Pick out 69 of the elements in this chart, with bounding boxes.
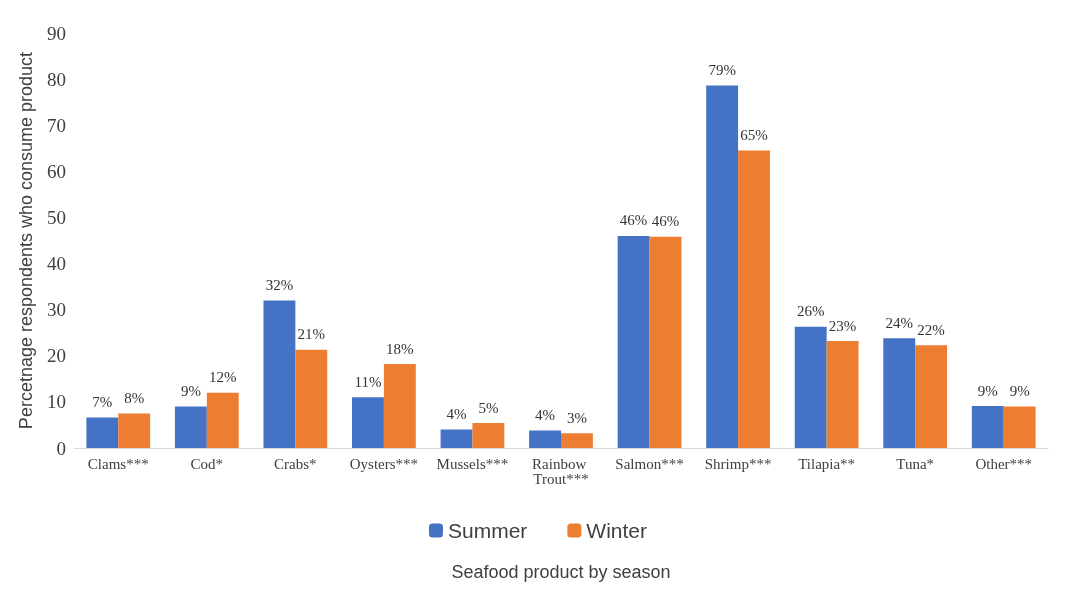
y-tick-label: 80	[47, 68, 66, 90]
bar	[472, 423, 505, 448]
data-label: 46%	[651, 213, 680, 230]
bar	[883, 338, 916, 448]
x-tick-label: Other***	[975, 455, 1033, 472]
bar	[118, 413, 151, 448]
data-label: 46%	[619, 212, 648, 229]
bar	[86, 417, 119, 448]
data-label: 79%	[708, 62, 736, 79]
y-tick-label: 0	[56, 437, 66, 459]
bar	[295, 349, 328, 448]
x-tick-label: Mussels***	[436, 455, 509, 472]
x-tick-label: Cod*	[190, 455, 224, 472]
data-label: 32%	[265, 276, 294, 293]
x-tick-label: Crabs*	[274, 455, 317, 472]
data-label: 3%	[566, 409, 587, 426]
bar	[352, 397, 384, 448]
bar	[706, 85, 739, 448]
data-label: 22%	[917, 321, 945, 338]
data-label: 65%	[740, 127, 768, 144]
x-tick-label: Rainbow Trout***	[532, 455, 590, 487]
y-tick-label: 10	[47, 391, 66, 413]
bar	[826, 341, 859, 448]
bar	[794, 326, 827, 448]
bar	[915, 345, 948, 448]
x-tick-label: Shrimp***	[704, 455, 772, 472]
data-label: 9%	[180, 383, 201, 399]
bar	[649, 236, 682, 448]
data-label: 4%	[446, 406, 467, 423]
data-label: 11%	[354, 373, 382, 390]
bar	[174, 406, 207, 448]
bar	[529, 430, 561, 448]
y-tick-label: 90	[47, 22, 66, 44]
x-tick-label: Salmon***	[615, 455, 684, 472]
data-label: 9%	[1009, 383, 1030, 399]
data-label: 8%	[124, 389, 145, 406]
data-label: 24%	[885, 314, 913, 331]
data-label: 26%	[796, 303, 825, 320]
data-label: 21%	[297, 326, 326, 343]
data-label: 5%	[478, 399, 499, 416]
y-tick-label: 30	[47, 299, 66, 321]
y-tick-label: 60	[47, 160, 66, 182]
bar	[1003, 406, 1036, 448]
x-tick-label: Oysters***	[349, 455, 419, 472]
data-label: 9%	[977, 382, 998, 399]
bar	[206, 392, 239, 448]
x-tick-label: Clams***	[87, 455, 149, 472]
x-tick-label: Tuna*	[896, 455, 935, 472]
bar	[561, 433, 593, 448]
bar	[263, 300, 296, 448]
y-tick-label: 40	[47, 253, 66, 275]
y-tick-label: 20	[47, 345, 66, 367]
data-label: 23%	[828, 317, 857, 334]
data-label: 7%	[92, 394, 113, 411]
bar	[440, 429, 473, 448]
legend-label: Summer	[447, 519, 528, 542]
data-label: 18%	[386, 340, 414, 357]
data-label: 12%	[209, 369, 237, 386]
y-tick-label: 50	[47, 206, 66, 228]
y-tick-label: 70	[47, 114, 66, 136]
bar	[617, 235, 650, 448]
legend-label: Winter	[586, 519, 648, 542]
bar	[971, 406, 1004, 448]
bar	[738, 150, 770, 448]
x-axis-title: Seafood product by season	[451, 562, 671, 582]
x-tick-label: Tilapia**	[798, 455, 856, 472]
bar	[383, 364, 416, 448]
y-axis-title: Percetnage respondents who consume product	[16, 51, 36, 430]
data-label: 4%	[535, 406, 556, 423]
